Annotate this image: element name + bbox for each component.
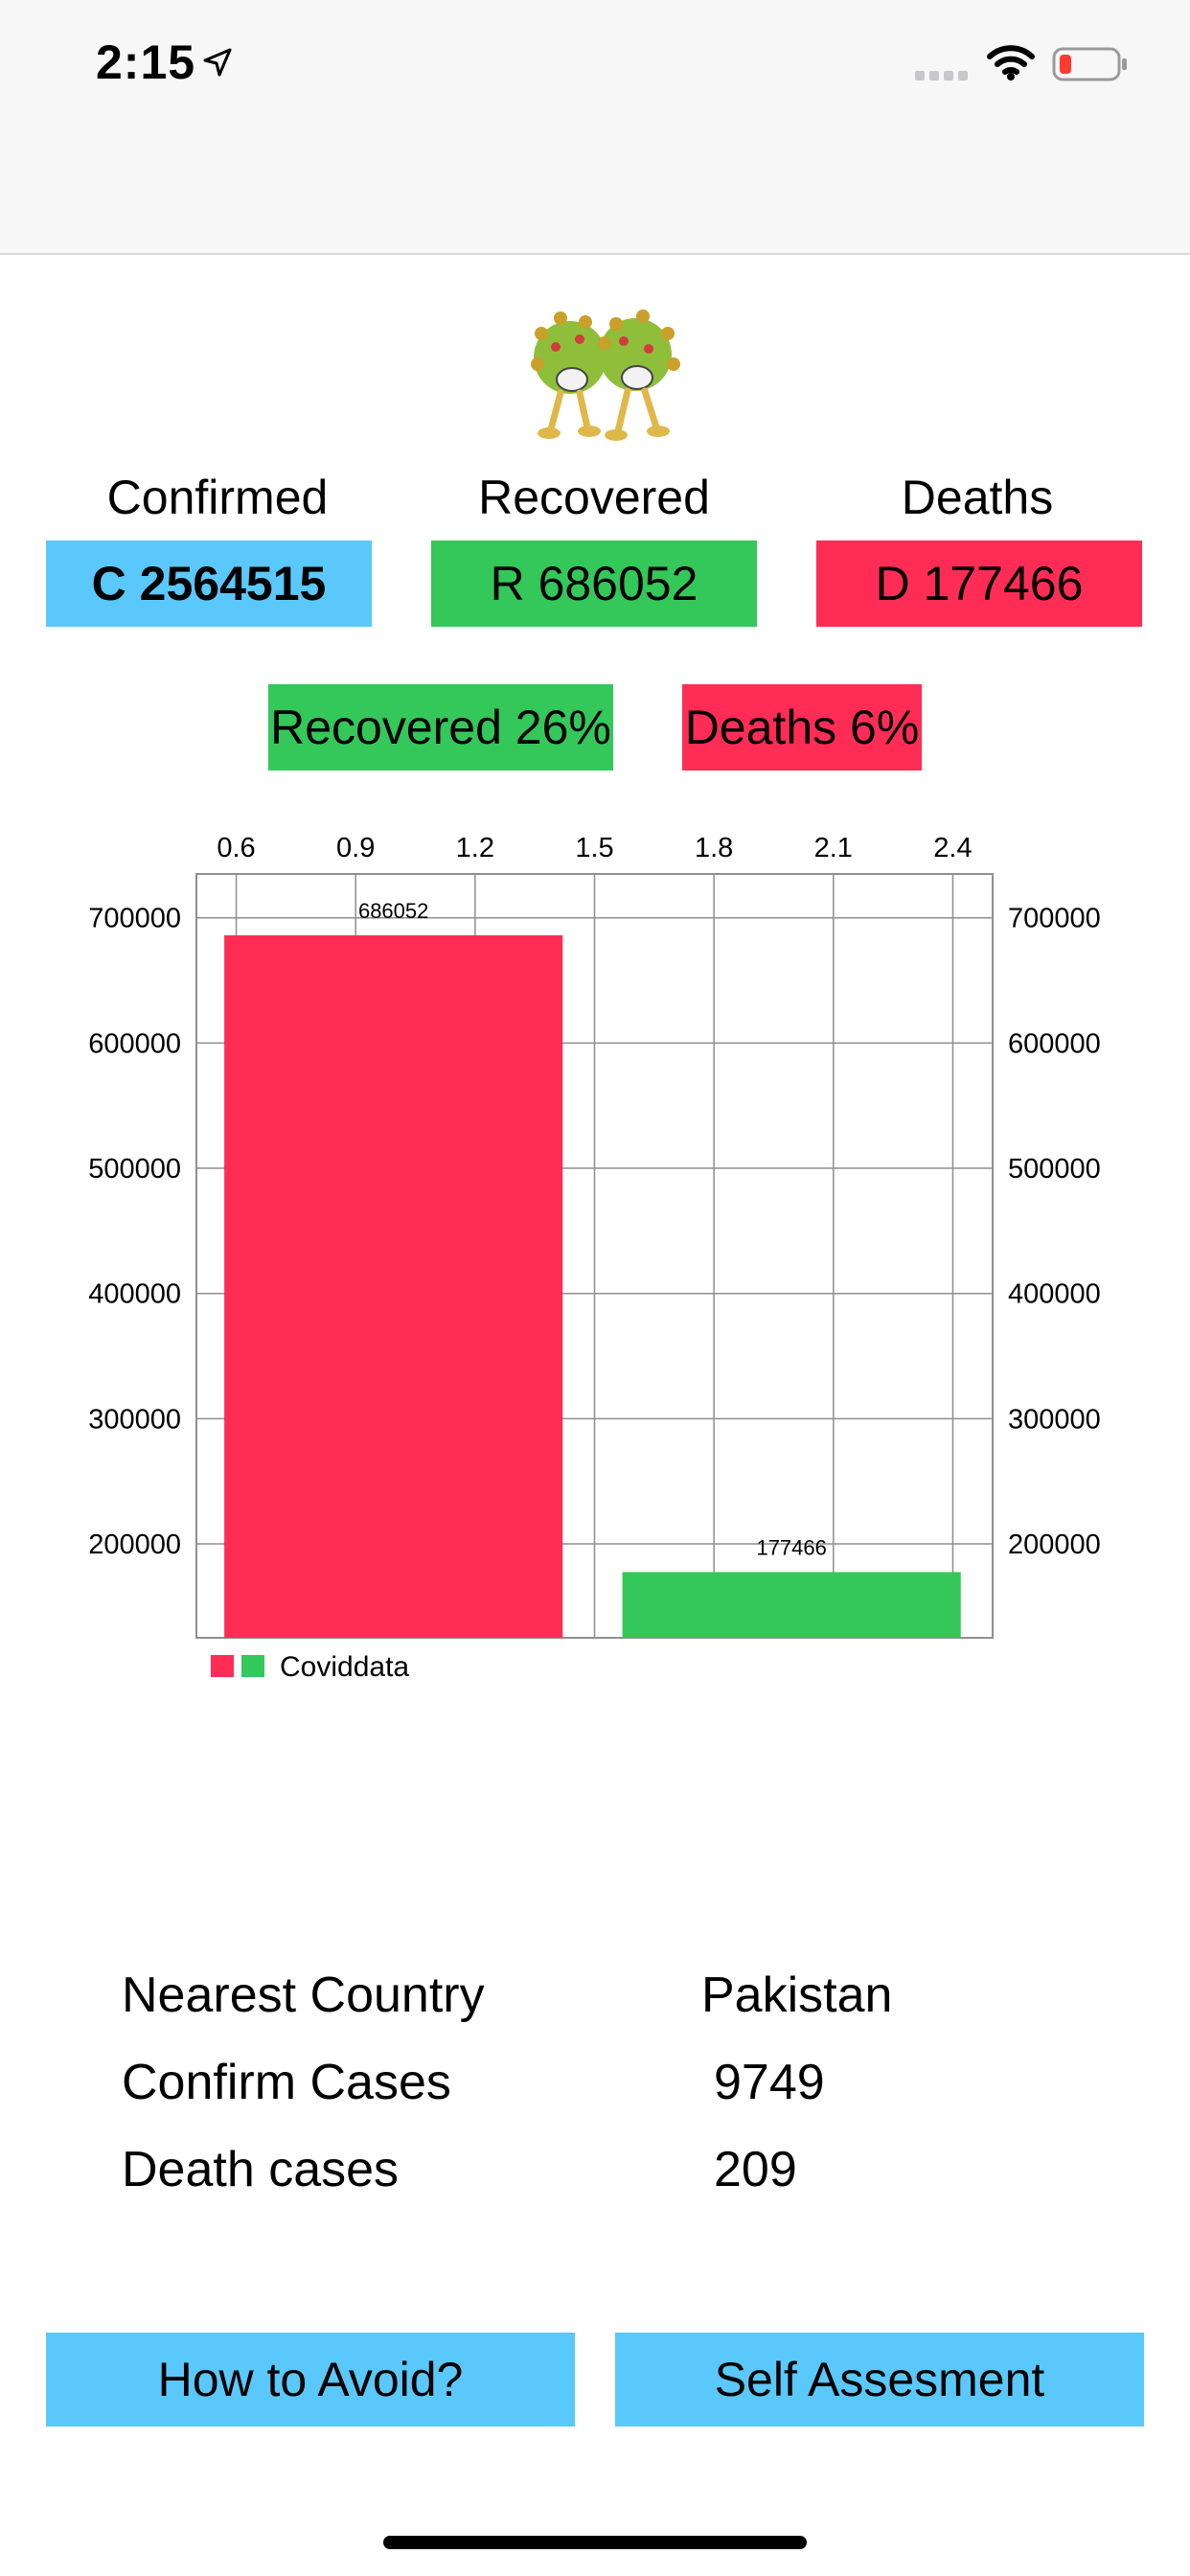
virus-cartoon-logo [531,310,680,441]
chart-x-tick-label: 1.8 [695,833,733,863]
wifi-icon [987,45,1035,80]
chart-bar-value-label: 686052 [358,899,428,923]
chart-y-tick-label-right: 700000 [1008,904,1101,934]
chart-y-tick-label-left: 600000 [88,1028,181,1059]
chart-legend-label: Coviddata [280,1651,409,1677]
status-time: 2:15 [96,35,196,89]
chart-x-tick-label: 2.1 [814,833,853,863]
chart-bar-value-label: 177466 [756,1535,826,1559]
self-assessment-button[interactable]: Self Assesment [615,2333,1144,2426]
chart-x-tick-label: 0.6 [217,833,255,863]
confirmed-count-badge: C 2564515 [46,540,372,627]
nearest-country-value: Pakistan [701,1967,893,2023]
nearest-country-label: Nearest Country [122,1967,485,2023]
location-arrow-icon [203,48,232,77]
chart-x-tick-label: 1.2 [456,833,494,863]
navigation-bar [0,0,1190,255]
chart-y-tick-label-right: 200000 [1008,1530,1101,1560]
chart-legend-swatch [211,1655,234,1677]
chart-x-tick-label: 0.9 [336,833,375,863]
chart-y-tick-label-right: 500000 [1008,1154,1101,1184]
chart-y-tick-label-right: 600000 [1008,1028,1101,1059]
how-to-avoid-button[interactable]: How to Avoid? [46,2333,575,2426]
covid-bar-chart: 0.6 0.9 1.2 1.5 1.8 2.1 2.4 200000 200000 300000 3… [88,833,1101,1677]
death-cases-label: Death cases [122,2142,400,2197]
recovered-count-badge: R 686052 [431,540,757,627]
chart-x-tick-label: 2.4 [933,833,972,863]
battery-low-icon [1052,47,1127,81]
chart-y-tick-label-left: 300000 [88,1404,181,1435]
recovered-label: Recovered [478,471,710,524]
confirm-cases-label: Confirm Cases [122,2055,451,2110]
death-cases-value: 209 [714,2142,797,2197]
chart-y-tick-label-left: 500000 [88,1154,181,1184]
chart-legend-swatch [241,1655,264,1677]
deaths-percentage-badge: Deaths 6% [682,684,922,770]
chart-y-tick-label-left: 200000 [88,1530,181,1560]
confirm-cases-value: 9749 [714,2055,825,2110]
cellular-signal-icon [915,71,968,80]
chart-bar [622,1572,961,1638]
chart-y-tick-label-right: 300000 [1008,1404,1101,1435]
home-indicator[interactable] [383,2536,807,2549]
confirmed-label: Confirmed [106,471,329,524]
chart-bar [224,934,563,1638]
chart-y-tick-label-left: 400000 [88,1279,181,1310]
chart-x-tick-label: 1.5 [575,833,613,863]
deaths-label: Deaths [901,471,1054,524]
deaths-count-badge: D 177466 [816,540,1142,627]
recovered-percentage-badge: Recovered 26% [268,684,613,770]
chart-y-tick-label-right: 400000 [1008,1279,1101,1310]
chart-y-tick-label-left: 700000 [88,904,181,934]
